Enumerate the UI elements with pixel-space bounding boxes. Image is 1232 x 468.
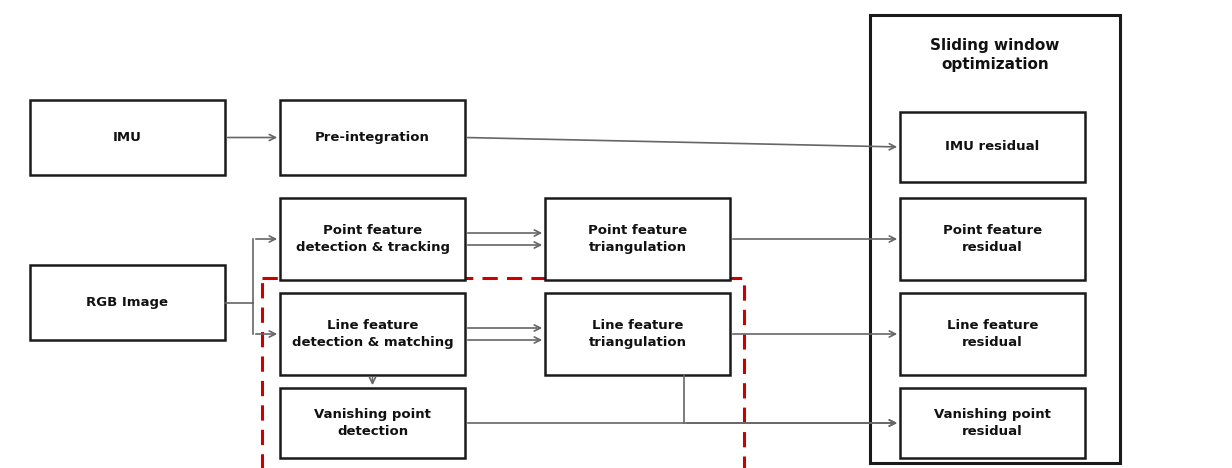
Bar [545,293,731,375]
Text: Point feature
triangulation: Point feature triangulation [588,224,687,254]
Text: Point feature
residual: Point feature residual [942,224,1042,254]
Bar [870,15,1120,463]
Bar [901,293,1085,375]
Bar [30,265,225,340]
Text: IMU: IMU [113,131,142,144]
Bar [280,100,464,175]
Text: Pre-integration: Pre-integration [315,131,430,144]
Bar [280,198,464,280]
Bar [901,388,1085,458]
Bar [30,100,225,175]
Text: Vanishing point
detection: Vanishing point detection [314,408,431,438]
Bar [280,388,464,458]
Text: Vanishing point
residual: Vanishing point residual [934,408,1051,438]
Text: Point feature
detection & tracking: Point feature detection & tracking [296,224,450,254]
Text: Line feature
triangulation: Line feature triangulation [589,319,686,349]
Bar [280,293,464,375]
Bar [901,198,1085,280]
Text: Line feature
residual: Line feature residual [947,319,1039,349]
Text: IMU residual: IMU residual [945,140,1040,154]
Text: Sliding window
optimization: Sliding window optimization [930,37,1060,73]
Text: RGB Image: RGB Image [86,296,169,309]
Bar [901,112,1085,182]
Bar [262,278,744,468]
Text: Line feature
detection & matching: Line feature detection & matching [292,319,453,349]
Bar [545,198,731,280]
